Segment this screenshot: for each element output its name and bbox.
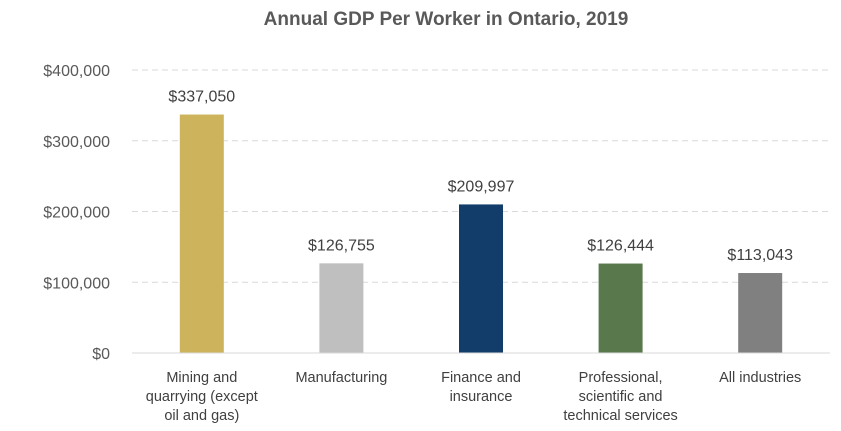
category-label-line: technical services <box>563 408 677 424</box>
category-label-line: Mining and <box>166 370 237 386</box>
data-label: $126,755 <box>308 237 375 254</box>
category-label-line: Professional, <box>579 370 663 386</box>
gridlines <box>132 69 830 283</box>
category-label: Mining and quarrying (except oil and gas) <box>146 370 258 424</box>
category-label: Manufacturing <box>295 370 387 386</box>
y-tick-label: $400,000 <box>43 63 110 80</box>
category-label: Professional, scientific and technical ser… <box>563 370 677 424</box>
bars <box>179 114 783 353</box>
category-label-line: quarrying (except <box>146 389 258 405</box>
data-label: $126,444 <box>587 238 654 255</box>
category-label-line: oil and gas) <box>164 408 239 424</box>
x-axis-categories: Mining and quarrying (except oil and gas)M… <box>146 370 802 424</box>
category-label: Finance and insurance <box>441 370 521 405</box>
y-tick-label: $100,000 <box>43 275 110 292</box>
data-labels: $337,050 $126,755 $209,997 $126,444 $113,043 <box>168 89 793 264</box>
category-label-line: All industries <box>719 370 801 386</box>
category-label: All industries <box>719 370 801 386</box>
y-axis-ticks: $0 $100,000 $200,000 $300,000 $400,000 <box>43 63 110 363</box>
category-label-line: scientific and <box>579 389 663 405</box>
bar <box>319 263 364 353</box>
bar <box>179 114 224 353</box>
y-tick-label: $200,000 <box>43 205 110 222</box>
category-label-line: insurance <box>450 389 513 405</box>
data-label: $337,050 <box>168 89 235 106</box>
chart-title: Annual GDP Per Worker in Ontario, 2019 <box>264 9 629 30</box>
bar <box>459 204 503 353</box>
y-tick-label: $300,000 <box>43 134 110 151</box>
category-label-line: Finance and <box>441 370 521 386</box>
y-tick-label: $0 <box>92 346 110 363</box>
bar <box>598 263 643 353</box>
bar <box>738 273 783 353</box>
category-label-line: Manufacturing <box>295 370 387 386</box>
data-label: $113,043 <box>727 247 793 264</box>
data-label: $209,997 <box>448 178 515 195</box>
